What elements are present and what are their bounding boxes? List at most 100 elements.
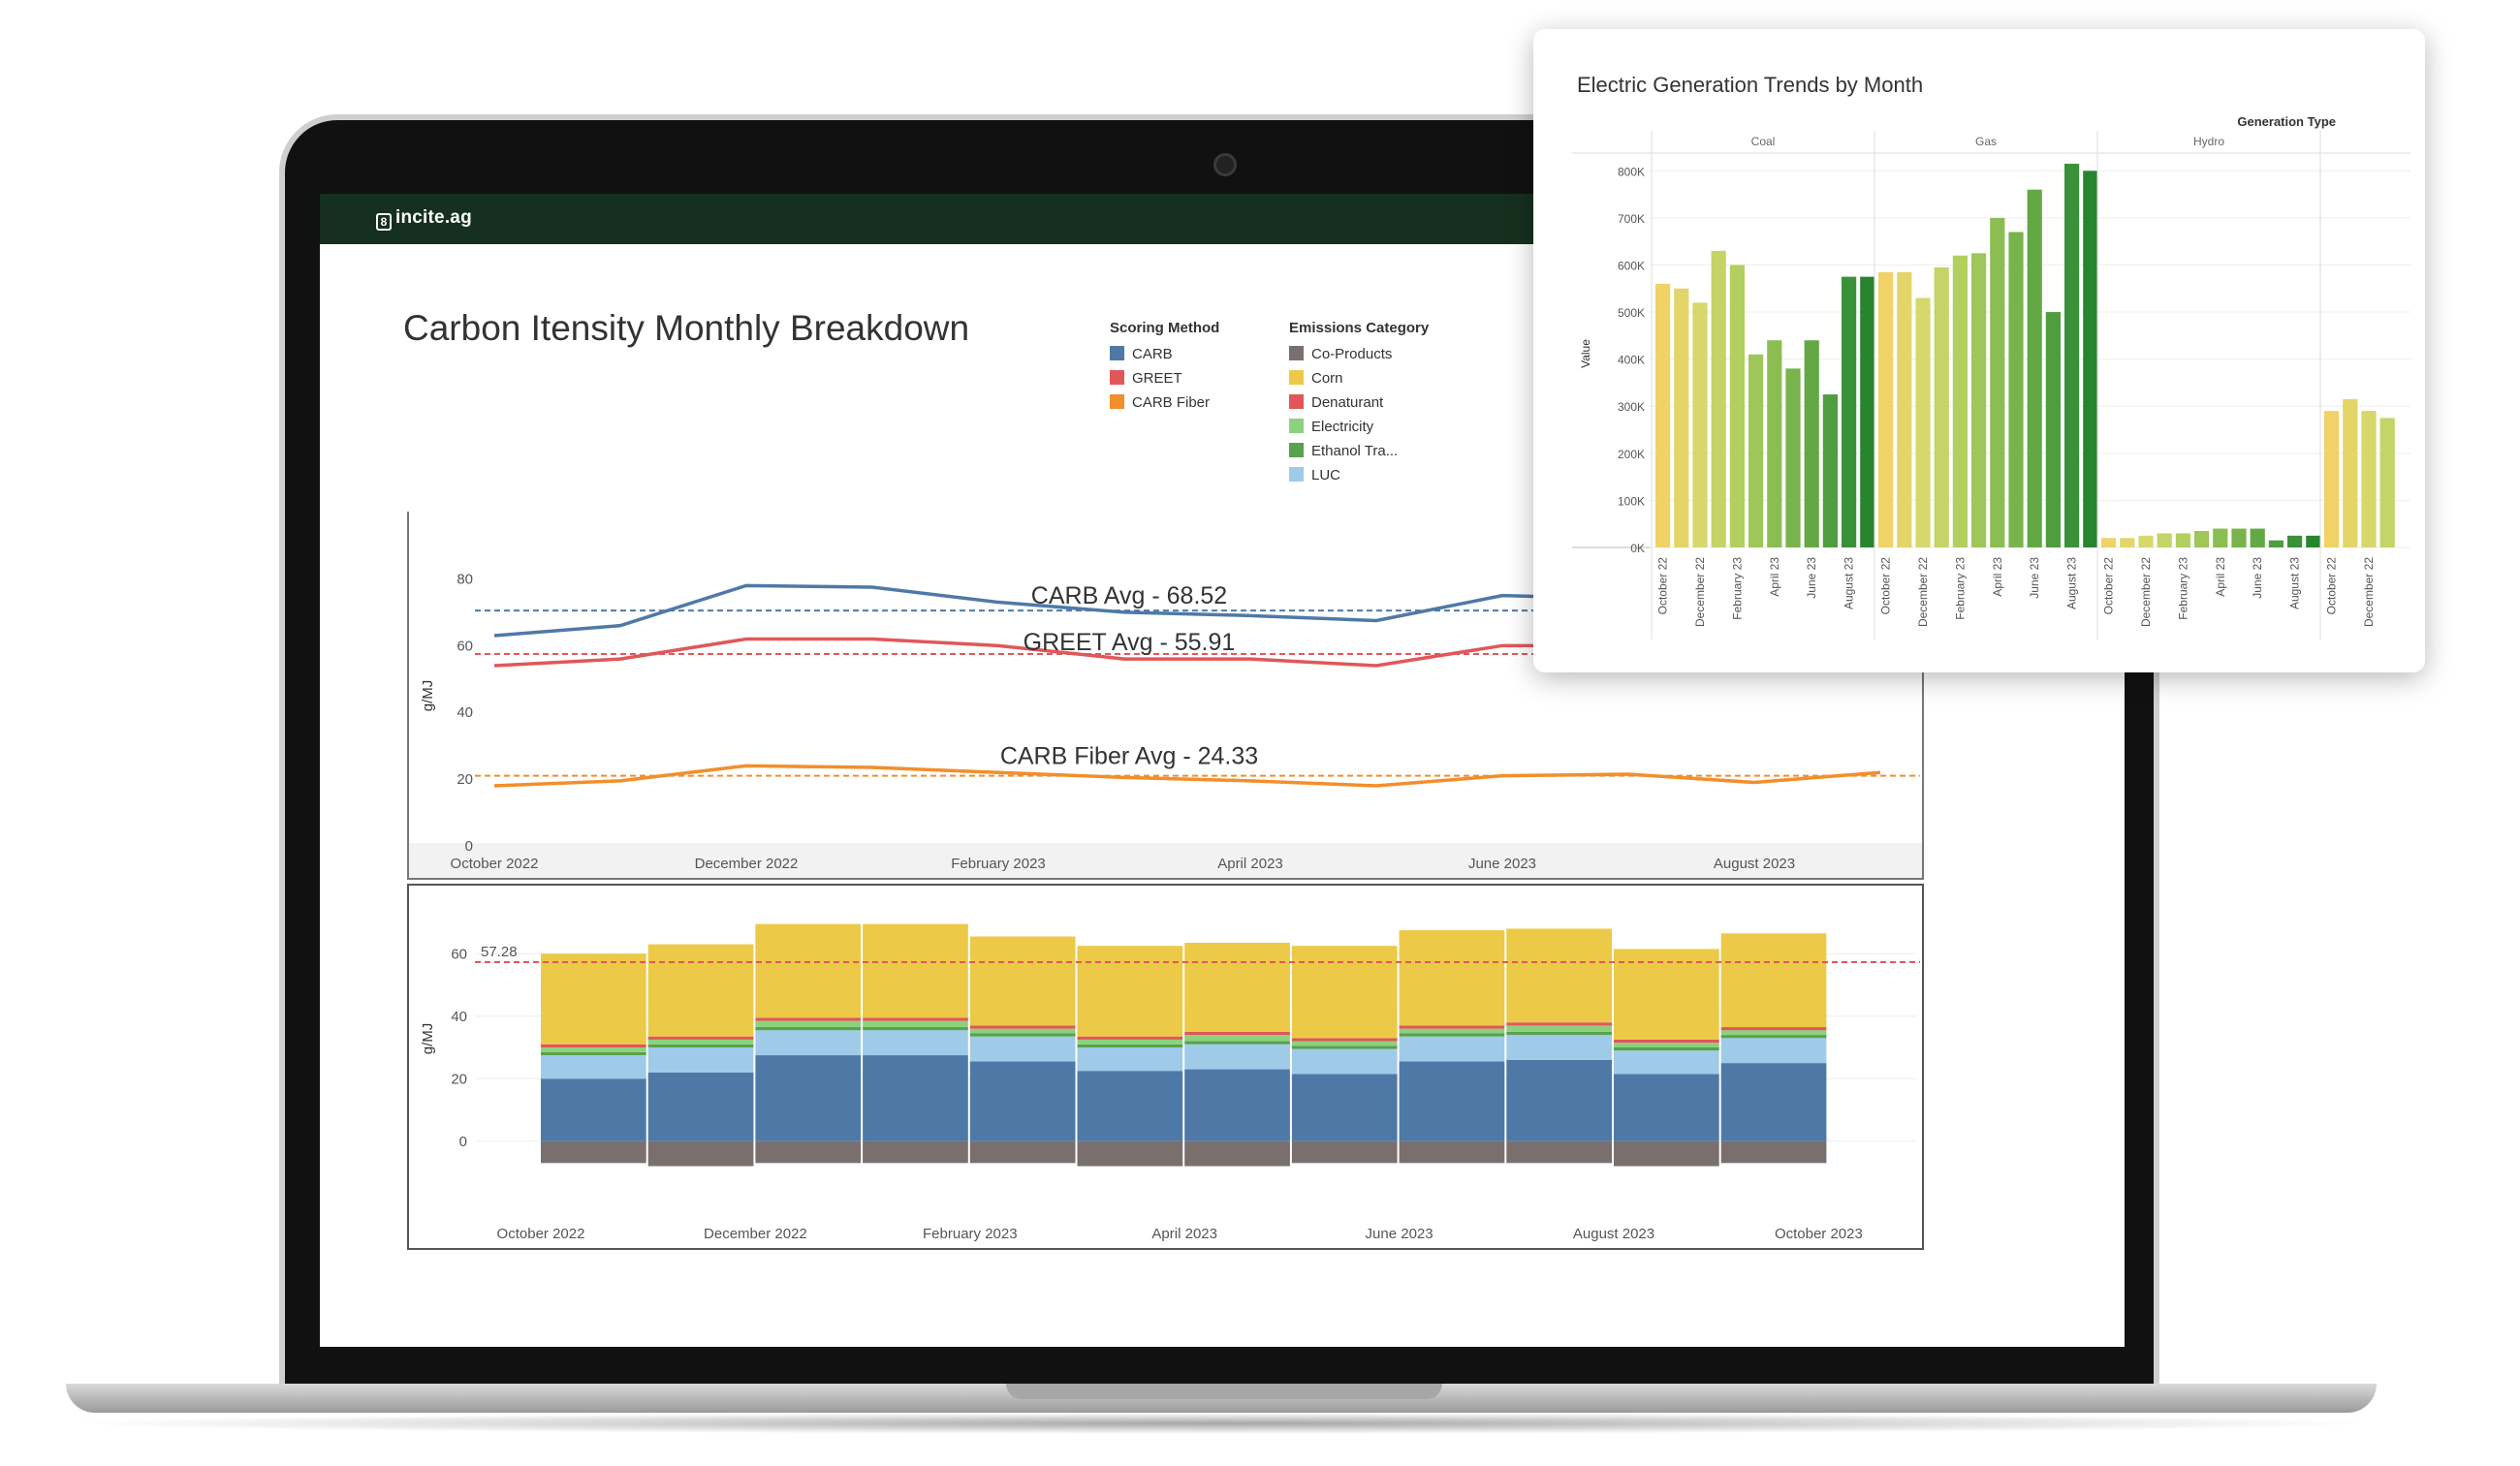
- legend-item-carb[interactable]: CARB: [1110, 342, 1219, 366]
- brand-logo[interactable]: 8 incite.ag: [376, 207, 472, 231]
- bar-segment-denaturant: [541, 1044, 646, 1047]
- bar-segment-co-products: [1614, 1140, 1719, 1167]
- bar-segment-denaturant: [755, 1017, 862, 1021]
- bar-segment-corn: [1399, 930, 1505, 1026]
- legend-label: LUC: [1311, 467, 1341, 483]
- bar-segment-ethanol-transport: [647, 1044, 754, 1047]
- bar: [1860, 276, 1875, 547]
- bar: [2379, 418, 2395, 547]
- bar: [2268, 540, 2284, 547]
- bar: [2138, 535, 2154, 547]
- x-tick-label: June 23: [1805, 557, 1818, 599]
- y-tick-label: 40: [451, 1009, 467, 1025]
- legend-emissions-category: Emissions Category Co-Products Corn Denatu…: [1289, 320, 1429, 487]
- bar: [2101, 538, 2117, 547]
- bar: [2045, 312, 2061, 547]
- bar-segment-ethanol-transport: [755, 1027, 862, 1031]
- reference-label: 57.28: [481, 944, 518, 960]
- bar-segment-ethanol-transport: [541, 1051, 646, 1056]
- legend-item-greet[interactable]: GREET: [1110, 366, 1219, 390]
- bar: [2175, 533, 2190, 547]
- x-tick-label: December 22: [2362, 557, 2376, 627]
- bar-segment-denaturant: [1720, 1027, 1827, 1031]
- legend-item-carb-fiber[interactable]: CARB Fiber: [1110, 390, 1219, 415]
- bar-segment-luc: [1184, 1044, 1290, 1070]
- x-tick-label: August 23: [1843, 557, 1856, 609]
- laptop-notch: [1006, 1384, 1442, 1399]
- bar-segment-base: [1291, 1074, 1398, 1141]
- x-tick-label: April 23: [1991, 557, 2004, 597]
- bar: [2008, 232, 2024, 548]
- bar-segment-corn: [647, 944, 754, 1037]
- bar-segment-electricity: [1291, 1041, 1398, 1046]
- legend-item-ethanol-tra[interactable]: Ethanol Tra...: [1289, 439, 1429, 463]
- x-tick-label: April 2023: [1217, 856, 1283, 872]
- legend-item-electricity[interactable]: Electricity: [1289, 415, 1429, 439]
- bar: [2083, 171, 2098, 547]
- laptop-screen: 8 incite.ag Carbon Itensity Monthly Break…: [320, 194, 2125, 1347]
- bar-segment-co-products: [1291, 1140, 1398, 1164]
- x-tick-label: June 2023: [1366, 1226, 1433, 1242]
- bar: [2343, 398, 2358, 547]
- legend-swatch: [1289, 394, 1304, 409]
- bar: [2231, 528, 2247, 547]
- bar-segment-denaturant: [647, 1036, 754, 1040]
- bar-segment-luc: [1291, 1048, 1398, 1075]
- bar-segment-electricity: [1077, 1039, 1183, 1045]
- bar-segment-ethanol-transport: [969, 1033, 1076, 1037]
- legend-item-co-products[interactable]: Co-Products: [1289, 342, 1429, 366]
- x-tick-label: April 2023: [1151, 1226, 1217, 1242]
- x-tick-label: October 2023: [1775, 1226, 1863, 1242]
- bar-segment-co-products: [541, 1140, 646, 1164]
- legend-title: Generation Type: [2237, 114, 2336, 129]
- legend-title: Scoring Method: [1110, 320, 1220, 336]
- legend-swatch: [1110, 370, 1124, 385]
- bar-segment-ethanol-transport: [1720, 1035, 1827, 1039]
- x-tick-label: December 2022: [695, 856, 799, 872]
- bar-segment-luc: [863, 1030, 968, 1056]
- bar-segment-co-products: [863, 1140, 968, 1164]
- legend-scoring-method: Scoring Method CARB GREET CARB Fiber: [1110, 320, 1219, 415]
- bar: [1822, 394, 1838, 547]
- bar: [2157, 533, 2172, 547]
- bar-segment-ethanol-transport: [1184, 1041, 1290, 1045]
- bar: [1878, 271, 1894, 547]
- x-tick-label: April 23: [1768, 557, 1781, 597]
- bar: [1748, 354, 1764, 547]
- bar: [2361, 411, 2377, 547]
- x-tick-label: October 22: [1879, 557, 1893, 615]
- bar-segment-denaturant: [1614, 1039, 1719, 1044]
- x-tick-label: December 2022: [704, 1226, 807, 1242]
- legend-item-corn[interactable]: Corn: [1289, 366, 1429, 390]
- x-tick-label: August 2023: [1573, 1226, 1654, 1242]
- bar-segment-ethanol-transport: [863, 1027, 968, 1031]
- y-axis-label: g/MJ: [420, 1023, 436, 1055]
- bar-segment-base: [1720, 1063, 1827, 1141]
- x-tick-label: February 23: [1953, 557, 1967, 620]
- bar: [2194, 530, 2210, 547]
- bar-segment-denaturant: [1077, 1036, 1183, 1040]
- x-tick-label: October 2022: [497, 1226, 585, 1242]
- bar: [1915, 297, 1931, 547]
- bar-segment-co-products: [647, 1140, 754, 1167]
- legend-swatch: [1110, 394, 1124, 409]
- bar-segment-co-products: [1720, 1140, 1827, 1164]
- bar-segment-electricity: [1614, 1043, 1719, 1047]
- legend-label: Corn: [1311, 370, 1343, 387]
- bar: [2120, 538, 2135, 547]
- legend-item-denaturant[interactable]: Denaturant: [1289, 390, 1429, 415]
- x-tick-label: April 23: [2214, 557, 2227, 597]
- legend-swatch: [1289, 346, 1304, 360]
- bar: [1897, 271, 1912, 547]
- legend-item-luc[interactable]: LUC: [1289, 463, 1429, 487]
- y-tick-label: 700K: [1618, 212, 1645, 226]
- bar-segment-corn: [1614, 949, 1719, 1040]
- y-tick-label: 40: [457, 704, 473, 721]
- bar-segment-ethanol-transport: [1291, 1045, 1398, 1049]
- bar-segment-luc: [969, 1036, 1076, 1062]
- bar-segment-base: [1077, 1071, 1183, 1141]
- x-tick-label: February 2023: [951, 856, 1046, 872]
- bar: [1692, 302, 1708, 547]
- y-tick-label: 300K: [1618, 400, 1645, 414]
- y-tick-label: 500K: [1618, 306, 1645, 320]
